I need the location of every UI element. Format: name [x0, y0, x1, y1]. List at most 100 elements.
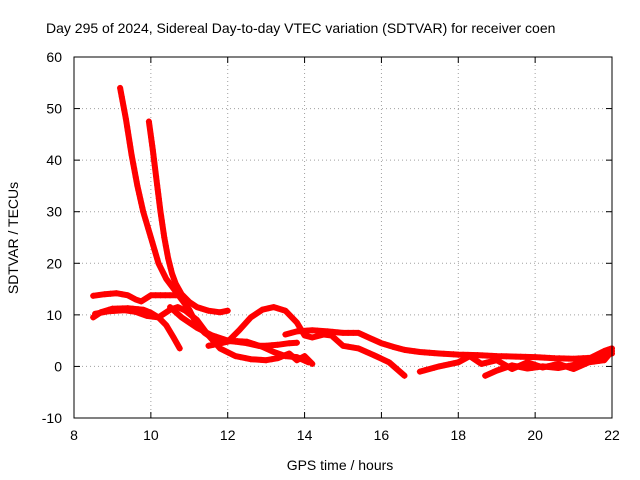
data-point [282, 307, 289, 314]
data-point [363, 348, 370, 355]
data-point [110, 307, 117, 314]
data-point [286, 340, 293, 347]
data-point [398, 370, 405, 377]
data-point [131, 165, 138, 172]
data-point [125, 131, 132, 138]
data-point [123, 119, 130, 126]
data-point [124, 123, 131, 130]
data-point [159, 221, 166, 228]
data-point [474, 358, 481, 365]
data-point [574, 360, 581, 367]
data-point [478, 360, 485, 367]
data-point [482, 372, 489, 379]
data-point [363, 333, 370, 340]
data-point [259, 306, 266, 313]
data-point [252, 356, 259, 363]
data-point [163, 246, 170, 253]
data-point [293, 354, 300, 361]
data-point [585, 355, 592, 362]
data-point [605, 346, 612, 353]
x-axis-title: GPS time / hours [287, 457, 394, 473]
data-point [270, 304, 277, 311]
data-point [314, 327, 321, 334]
chart-title: Day 295 of 2024, Sidereal Day-to-day VTE… [46, 20, 555, 36]
data-point [158, 213, 165, 220]
data-point [166, 260, 173, 267]
data-point [132, 308, 139, 315]
data-point [336, 339, 343, 346]
series-arc-7 [205, 304, 408, 379]
data-point [155, 195, 162, 202]
data-point [119, 291, 126, 298]
data-point [172, 280, 179, 287]
data-point [117, 89, 124, 96]
data-point [90, 292, 97, 299]
series-arc-2 [145, 118, 231, 316]
data-point [345, 343, 352, 350]
data-point [186, 319, 193, 326]
data-point [174, 310, 181, 317]
data-point [436, 363, 443, 370]
data-point [309, 327, 316, 334]
data-point [193, 324, 200, 331]
data-point [149, 142, 156, 149]
data-point [421, 367, 428, 374]
x-tick-label: 18 [450, 427, 466, 443]
data-point [582, 357, 589, 364]
data-point [95, 292, 102, 299]
data-point [210, 341, 217, 348]
data-point [151, 160, 158, 167]
data-point [174, 304, 181, 311]
data-point [285, 310, 292, 317]
data-point [140, 208, 147, 215]
data-point [462, 355, 469, 362]
data-point [470, 355, 477, 362]
data-point [205, 307, 212, 314]
data-point [524, 359, 531, 366]
data-point [124, 127, 131, 134]
data-point [239, 324, 246, 331]
data-point [242, 320, 249, 327]
data-point [170, 335, 177, 342]
data-point [139, 204, 146, 211]
data-point [159, 268, 166, 275]
data-point [591, 358, 598, 365]
data-point [138, 200, 145, 207]
data-point [247, 314, 254, 321]
data-point [266, 347, 273, 354]
data-point [144, 312, 151, 319]
data-point [148, 138, 155, 145]
data-point [228, 351, 235, 358]
data-point [211, 308, 218, 315]
data-point [176, 345, 183, 352]
data-point [445, 361, 452, 368]
data-point [163, 322, 170, 329]
data-point [213, 333, 220, 340]
data-point [92, 310, 99, 317]
data-point [603, 354, 610, 361]
data-point [143, 295, 150, 302]
data-point [270, 348, 277, 355]
data-point [101, 309, 108, 316]
data-point [288, 353, 295, 360]
data-point [205, 330, 212, 337]
data-point [255, 309, 262, 316]
data-point [483, 359, 490, 366]
data-point [178, 292, 185, 299]
data-point [268, 356, 275, 363]
data-point [288, 313, 295, 320]
data-point [426, 366, 433, 373]
x-tick-label: 8 [70, 427, 78, 443]
data-point [539, 363, 546, 370]
data-point [128, 147, 135, 154]
data-point [182, 295, 189, 302]
data-point [593, 351, 600, 358]
y-tick-label: 30 [46, 204, 62, 220]
data-point [154, 255, 161, 262]
x-tick-label: 22 [604, 427, 620, 443]
data-point [148, 134, 155, 141]
data-point [150, 243, 157, 250]
data-point [175, 286, 182, 293]
data-point [304, 327, 311, 334]
data-point [132, 296, 139, 303]
